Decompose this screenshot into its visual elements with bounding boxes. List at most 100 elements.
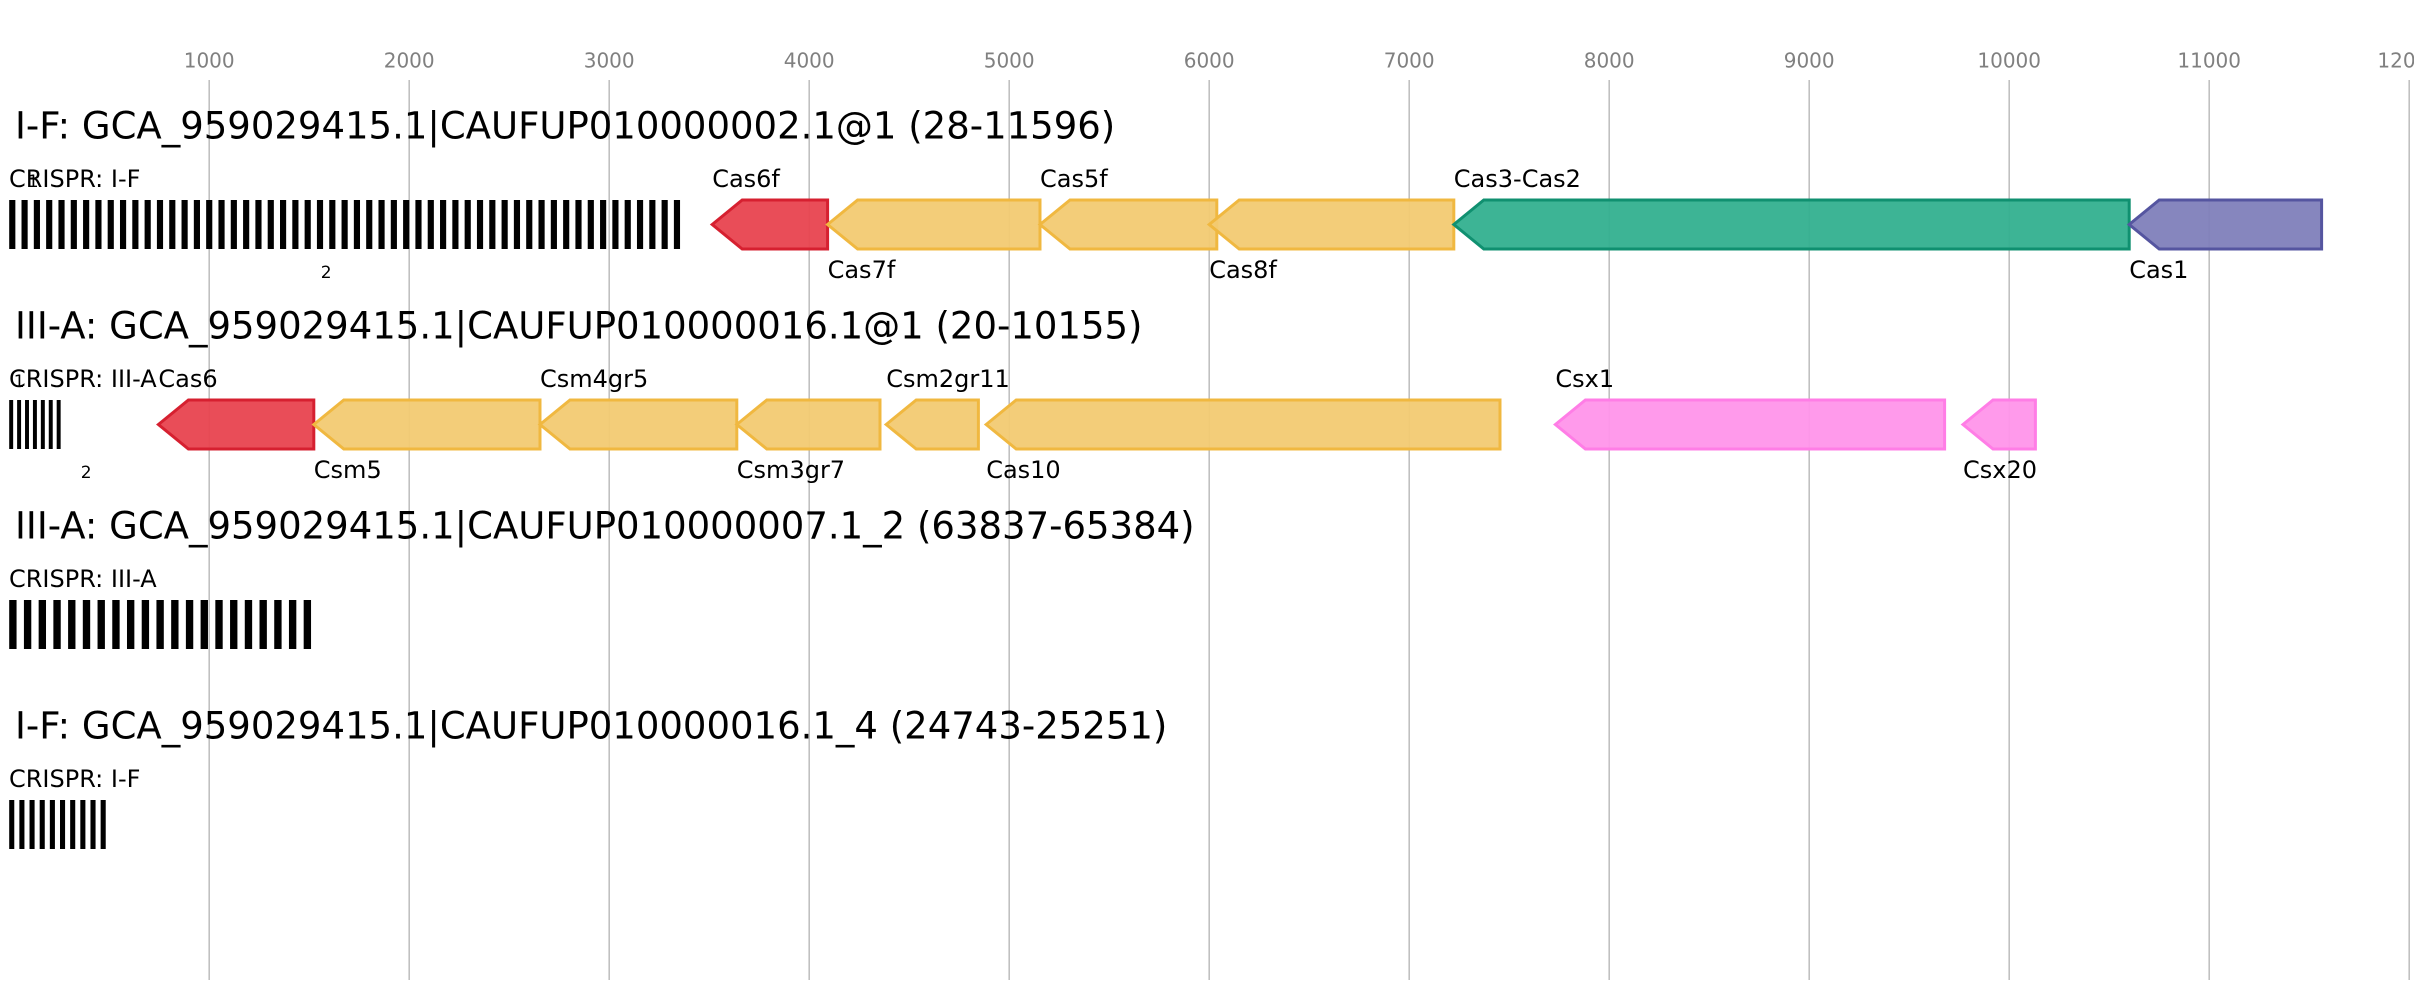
repeat	[575, 200, 582, 249]
gene-label: Csm2gr11	[886, 365, 1010, 393]
repeat	[58, 200, 65, 249]
repeat	[563, 200, 570, 249]
repeat	[181, 200, 188, 249]
repeat	[624, 200, 631, 249]
tick-label: 2000	[384, 49, 435, 73]
repeat	[29, 800, 35, 849]
array-label: CRISPR: I-F	[9, 165, 140, 193]
repeat	[550, 200, 557, 249]
tick-label: 8000	[1584, 49, 1635, 73]
tick-label: 4000	[784, 49, 835, 73]
gene-label: Cas6f	[712, 165, 780, 193]
repeat	[83, 200, 90, 249]
tick-label: 5000	[984, 49, 1035, 73]
repeat	[513, 200, 521, 249]
gene-arrow	[1451, 198, 2131, 251]
repeat	[80, 800, 86, 849]
locus-title: III-A: GCA_959029415.1|CAUFUP010000007.1…	[15, 505, 1195, 548]
repeat	[156, 600, 164, 649]
gene-label: Csm3gr7	[737, 456, 845, 484]
gene-arrow	[537, 398, 739, 451]
repeat	[259, 600, 267, 649]
repeat	[587, 200, 594, 249]
repeat	[68, 600, 76, 649]
repeat	[70, 200, 77, 249]
repeat	[230, 600, 238, 649]
repeat	[288, 600, 297, 649]
repeat	[48, 400, 53, 449]
array-mark: 2	[321, 263, 332, 283]
gene-arrow	[883, 398, 980, 451]
array-label: CRISPR: III-A	[9, 365, 157, 393]
tick-label: 10000	[1977, 49, 2041, 73]
gene-arrow	[2126, 198, 2324, 251]
repeat	[267, 200, 274, 249]
repeat	[144, 200, 151, 249]
repeat	[390, 200, 397, 249]
repeat	[292, 200, 299, 249]
repeat	[464, 200, 471, 249]
gene-label: Cas10	[986, 456, 1061, 484]
repeat	[661, 200, 668, 249]
repeat	[612, 200, 619, 249]
gene-label: Cas1	[2129, 256, 2188, 284]
repeat	[9, 200, 16, 249]
repeat	[90, 800, 96, 849]
repeat	[329, 200, 336, 249]
repeat	[255, 200, 262, 249]
repeat	[600, 200, 607, 249]
repeat	[82, 600, 91, 649]
repeat	[49, 800, 55, 849]
locus-title: I-F: GCA_959029415.1|CAUFUP010000016.1_4…	[15, 705, 1167, 748]
repeat	[169, 200, 176, 249]
repeat	[107, 200, 114, 249]
repeat	[304, 200, 311, 249]
tick-label: 7000	[1384, 49, 1435, 73]
repeat	[9, 800, 15, 849]
repeat	[9, 400, 14, 449]
gene-arrow	[734, 398, 882, 451]
array-label: CRISPR: I-F	[9, 765, 140, 793]
repeat	[19, 800, 25, 849]
repeat	[280, 200, 287, 249]
repeat	[141, 600, 150, 649]
gene-arrow	[1553, 398, 1947, 451]
repeat	[56, 400, 61, 449]
gene-label: Csx1	[1555, 365, 1614, 393]
repeat	[39, 800, 45, 849]
repeat	[215, 600, 223, 649]
tick-label: 9000	[1784, 49, 1835, 73]
repeat	[636, 200, 644, 249]
repeat	[21, 200, 28, 249]
repeat	[526, 200, 533, 249]
repeat	[206, 200, 213, 249]
gene-arrow	[1037, 198, 1219, 251]
tick-label: 11000	[2177, 49, 2241, 73]
repeat	[244, 600, 253, 649]
gene-label: Cas8f	[1209, 256, 1277, 284]
gene-label: Cas5f	[1040, 165, 1108, 193]
locus-title: I-F: GCA_959029415.1|CAUFUP010000002.1@1…	[15, 105, 1115, 148]
gene-label: Csm4gr5	[540, 365, 648, 393]
repeat	[97, 600, 105, 649]
repeat	[353, 200, 361, 249]
gene-label: Csx20	[1963, 456, 2037, 484]
gene-arrow	[825, 198, 1042, 251]
repeat	[95, 200, 102, 249]
gene-arrow	[1206, 198, 1456, 251]
gene-arrow	[709, 198, 830, 251]
repeat	[649, 200, 656, 249]
repeat	[9, 600, 17, 649]
gene-label: Csm5	[314, 456, 382, 484]
gene-arrow	[983, 398, 1502, 451]
repeat	[33, 200, 40, 249]
repeat	[476, 200, 484, 249]
array-mark: 1	[14, 372, 25, 392]
repeat	[501, 200, 508, 249]
repeat	[218, 200, 225, 249]
gene-label: Cas3-Cas2	[1454, 165, 1581, 193]
tick-label: 3000	[584, 49, 635, 73]
repeat	[243, 200, 250, 249]
repeat	[378, 200, 385, 249]
